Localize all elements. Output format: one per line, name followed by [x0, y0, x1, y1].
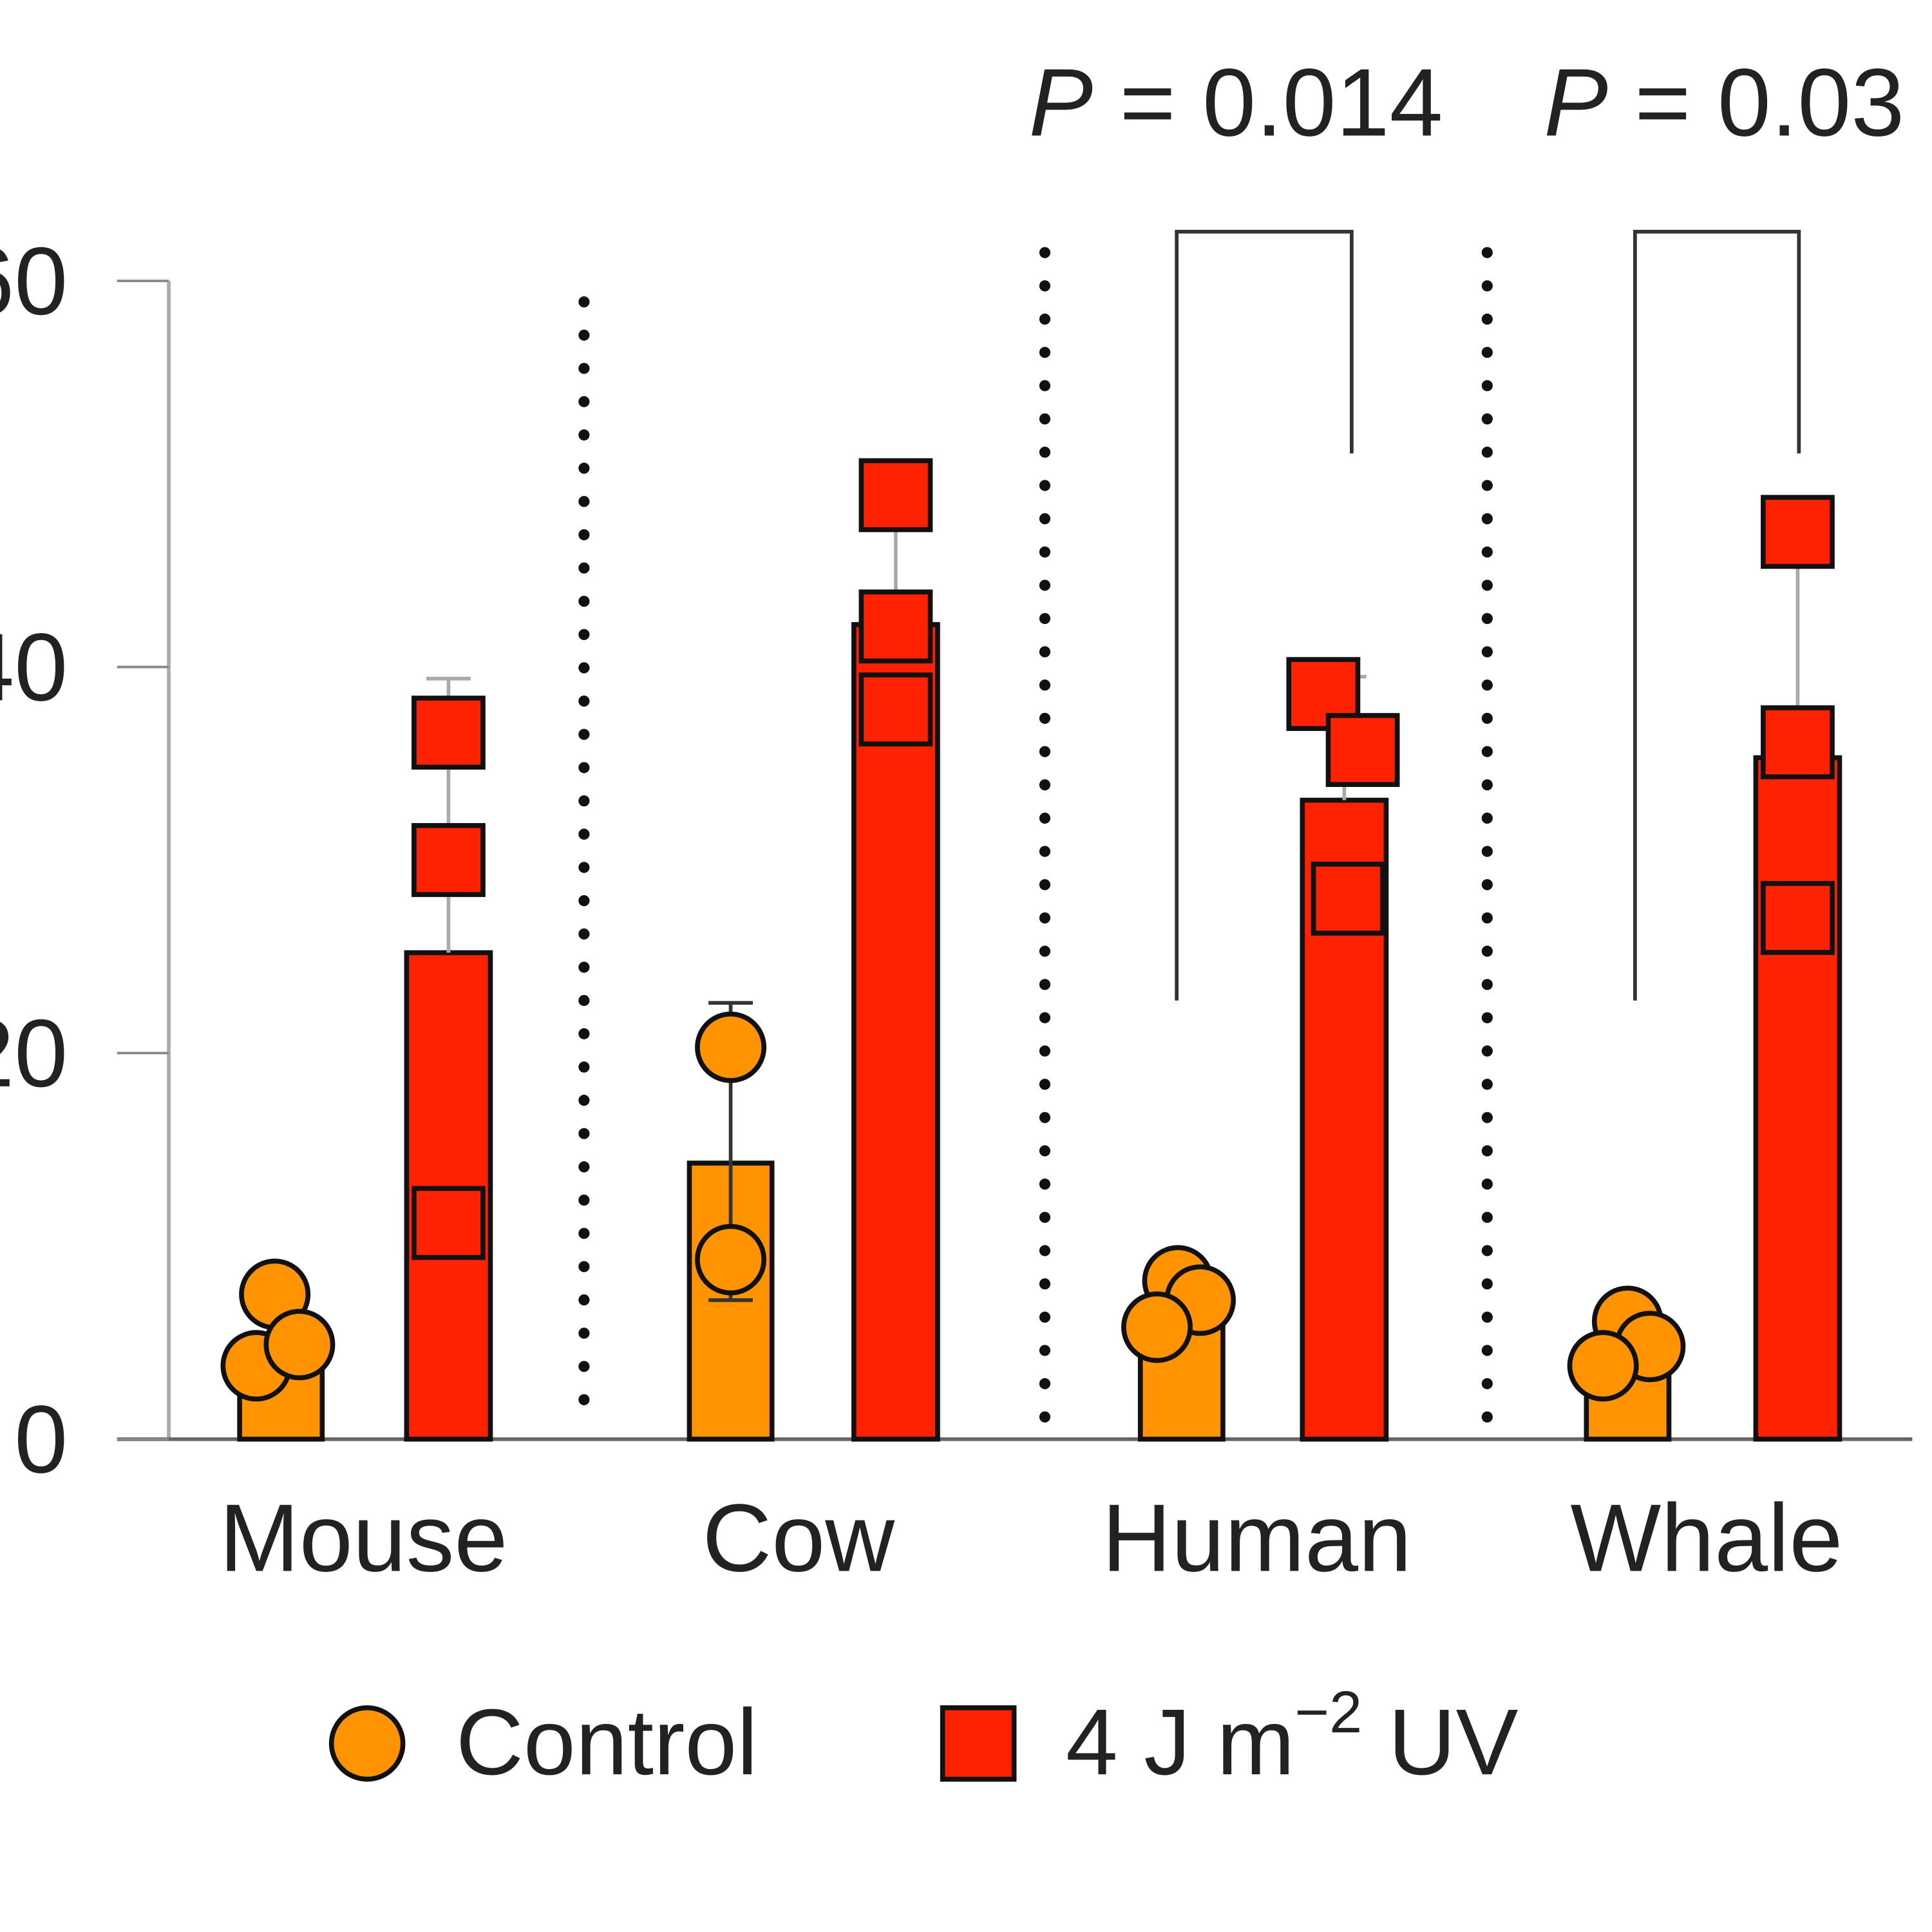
- legend: Control 4 J m−2 UV: [328, 1680, 1519, 1794]
- data-point: [1761, 495, 1835, 569]
- y-tick-label: 20: [0, 999, 68, 1107]
- annotations: P = 0.014 P = 0.03: [1029, 48, 1904, 1001]
- data-point: [1761, 880, 1835, 955]
- data-point: [1286, 657, 1361, 732]
- data-point: [412, 823, 486, 897]
- data-point: [1567, 1330, 1639, 1402]
- bar-1-whale: [1753, 755, 1842, 1442]
- x-tick-label: Mouse: [219, 1484, 507, 1591]
- legend-uv-marker: [940, 1705, 1017, 1782]
- bars: [220, 458, 1842, 1442]
- data-point: [1311, 862, 1385, 936]
- data-point: [1325, 713, 1400, 788]
- x-tick-label: Whale: [1570, 1484, 1842, 1591]
- legend-uv-label: 4 J m−2 UV: [1066, 1680, 1519, 1794]
- data-point: [263, 1309, 336, 1381]
- significance-bracket: [1633, 229, 1801, 1001]
- data-point: [695, 1011, 767, 1083]
- legend-control-marker: [328, 1705, 406, 1782]
- data-point: [1121, 1291, 1193, 1363]
- x-tick-label: Cow: [703, 1484, 896, 1591]
- x-tick-label: Human: [1102, 1484, 1412, 1591]
- bar-1-cow: [851, 621, 940, 1442]
- significance-bracket: [1175, 229, 1354, 1001]
- legend-control-label: Control: [456, 1689, 758, 1794]
- data-point: [695, 1224, 767, 1296]
- y-tick-label: 0: [14, 1385, 68, 1493]
- separators: [578, 247, 1493, 1439]
- p-value-label: P = 0.03: [1544, 48, 1904, 156]
- data-point: [858, 458, 933, 533]
- data-point: [412, 1186, 486, 1260]
- data-point: [858, 589, 933, 664]
- axes: 0 20 40 60 Mouse Cow Human Whale: [0, 227, 1913, 1591]
- p-value-label: P = 0.014: [1029, 48, 1443, 156]
- y-tick-label: 60: [0, 227, 68, 335]
- y-tick-label: 40: [0, 613, 68, 721]
- data-point: [412, 696, 486, 770]
- data-point: [858, 672, 933, 747]
- data-point: [1761, 705, 1835, 780]
